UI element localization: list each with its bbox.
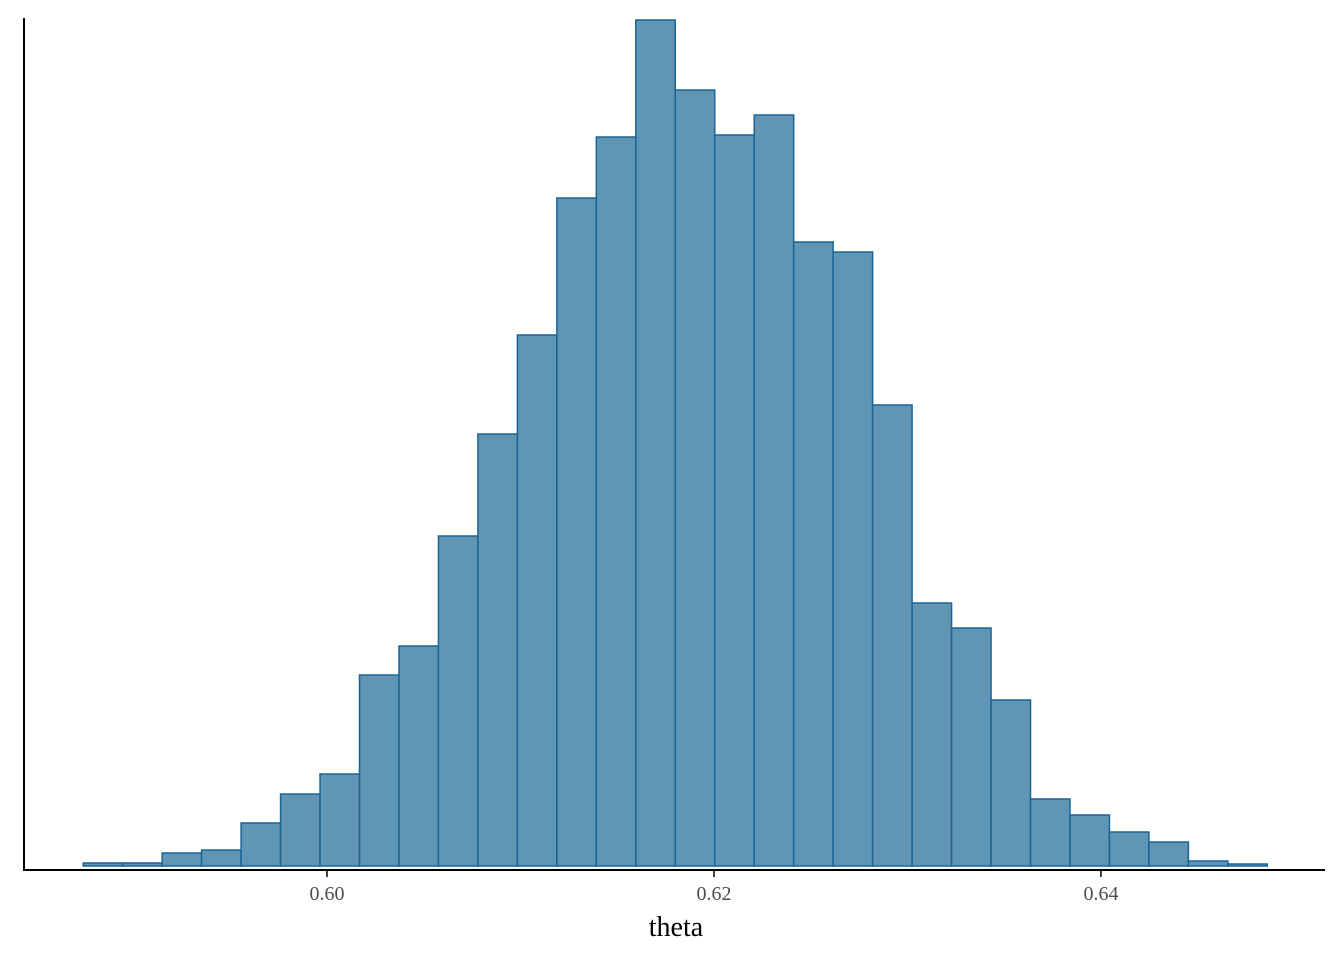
bar	[950, 627, 992, 867]
bar	[1187, 860, 1229, 867]
x-tick-label: 0.64	[1083, 883, 1118, 905]
bar	[477, 433, 519, 867]
bar	[1227, 863, 1269, 867]
bar	[595, 136, 637, 867]
x-axis-title: theta	[649, 912, 704, 943]
bar	[990, 699, 1032, 867]
bar	[121, 862, 163, 867]
bar	[871, 404, 913, 867]
bar	[279, 793, 321, 867]
bar	[713, 134, 755, 867]
bar	[556, 197, 598, 867]
bar	[319, 773, 361, 867]
bar	[1148, 841, 1190, 867]
bar	[753, 114, 795, 867]
bar	[674, 89, 716, 867]
bar	[832, 251, 874, 867]
bar	[398, 645, 440, 867]
bar	[1029, 798, 1071, 867]
bar	[911, 602, 953, 867]
bar	[161, 852, 203, 867]
x-tick-label: 0.62	[696, 883, 731, 905]
bar	[358, 674, 400, 867]
bar	[516, 334, 558, 867]
bar	[200, 849, 242, 867]
bar	[82, 862, 124, 867]
bar	[1108, 831, 1150, 867]
bar	[1069, 814, 1111, 867]
bar	[792, 241, 834, 867]
bar	[437, 535, 479, 867]
x-tick-label: 0.60	[309, 883, 344, 905]
bar	[240, 822, 282, 867]
bar	[635, 19, 677, 867]
